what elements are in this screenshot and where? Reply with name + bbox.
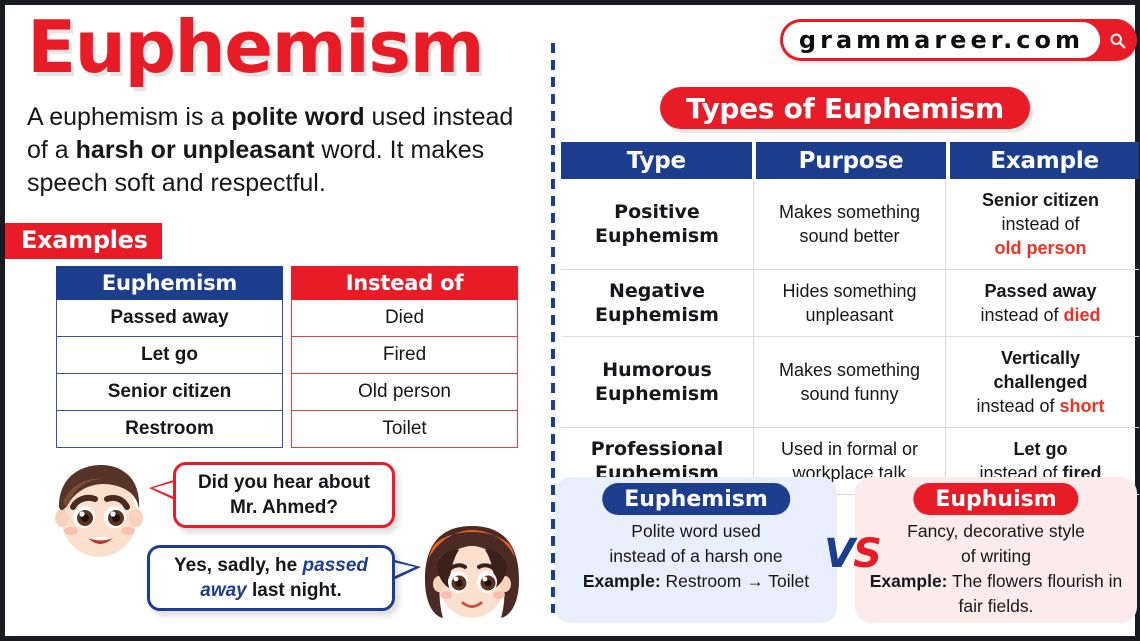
search-icon[interactable]	[1100, 32, 1134, 49]
girl-line-emphasis: passed away	[200, 555, 368, 601]
column-header-instead-of: Instead of	[291, 266, 518, 300]
euphemism-example-label: Example:	[582, 571, 661, 591]
intro-paragraph: A euphemism is a polite word used instea…	[27, 101, 527, 200]
vs-letter-v: V	[824, 531, 855, 577]
example-harsh-word: died	[1063, 305, 1101, 325]
table-row: Died	[291, 300, 518, 337]
left-panel: Euphemism A euphemism is a polite word u…	[5, 5, 545, 636]
table-row: Senior citizen	[56, 374, 283, 411]
vs-letter-s: S	[853, 531, 882, 577]
types-table-header-row: Type Purpose Example	[561, 142, 1139, 179]
column-header-example: Example	[950, 142, 1139, 179]
cell-example: Vertically challenged instead of short	[945, 337, 1135, 427]
cell-purpose: Makes something sound better	[753, 179, 945, 269]
example-connector: instead of	[1001, 214, 1080, 234]
cell-type: Negative Euphemism	[595, 280, 719, 326]
intro-part-1: A euphemism is a	[27, 103, 232, 131]
site-logo-text: grammareer.com	[782, 22, 1100, 58]
girl-face-avatar	[425, 526, 519, 618]
speech-tail-girl	[391, 559, 421, 581]
cell-type: Positive Euphemism	[595, 201, 719, 247]
examples-column-instead-of: Instead of Died Fired Old person Toilet	[291, 266, 518, 448]
euphemism-example-text: Restroom → Toilet	[660, 571, 810, 591]
table-row: Toilet	[291, 411, 518, 448]
comparison-section: Euphemism Polite word used instead of a …	[555, 477, 1140, 627]
intro-part-3: word. It makes speech soft and respectfu…	[27, 136, 485, 197]
types-table: Type Purpose Example Positive Euphemism …	[561, 142, 1139, 495]
example-harsh-word: old person	[994, 238, 1087, 258]
examples-badge: Examples	[5, 223, 162, 259]
intro-bold-2: harsh or unpleasant	[75, 136, 315, 164]
cell-type: Humorous Euphemism	[595, 359, 719, 405]
conversation-illustration: Did you hear about Mr. Ahmed? Yes, sadly…	[5, 455, 545, 640]
euphuism-example: Example: The flowers flourish in fair fi…	[863, 569, 1129, 619]
site-logo[interactable]: grammareer.com	[779, 19, 1137, 61]
examples-column-euphemism: Euphemism Passed away Let go Senior citi…	[56, 266, 283, 448]
table-row: Let go	[56, 337, 283, 374]
euphemism-line-1: Polite word used	[631, 521, 761, 541]
euphuism-example-text: The flowers flourish in fair fields.	[947, 571, 1123, 616]
cell-example: Passed away instead of died	[945, 270, 1135, 336]
table-row: Fired	[291, 337, 518, 374]
speech-tail-boy	[149, 479, 177, 501]
speech-bubble-boy: Did you hear about Mr. Ahmed?	[173, 462, 395, 528]
euphuism-example-label: Example:	[869, 571, 948, 591]
euphuism-line-1: Fancy, decorative style	[907, 521, 1085, 541]
table-row: Negative Euphemism Hides something unple…	[561, 270, 1139, 337]
example-euphemism: Vertically challenged	[993, 348, 1088, 392]
boy-line-1: Did you hear about	[197, 472, 371, 493]
comparison-card-euphemism: Euphemism Polite word used instead of a …	[555, 477, 837, 623]
girl-line-pre: Yes, sadly, he	[174, 555, 303, 576]
table-row: Restroom	[56, 411, 283, 448]
intro-part-2: used instead of a	[27, 103, 514, 164]
euphemism-line-2: instead of a harsh one	[609, 546, 783, 566]
table-row: Humorous Euphemism Makes something sound…	[561, 337, 1139, 428]
table-row: Positive Euphemism Makes something sound…	[561, 179, 1139, 270]
column-header-type: Type	[561, 142, 752, 179]
example-line: instead of short	[976, 394, 1104, 418]
page-title: Euphemism	[27, 5, 485, 89]
panel-divider	[551, 43, 555, 613]
example-harsh-word: short	[1059, 396, 1105, 416]
right-panel: grammareer.com Types of Euphemism Type P…	[553, 5, 1140, 636]
example-euphemism: Let go	[1013, 439, 1068, 459]
euphuism-line-2: of writing	[960, 546, 1032, 566]
column-header-euphemism: Euphemism	[56, 266, 283, 300]
column-header-purpose: Purpose	[755, 142, 947, 179]
example-euphemism: Passed away	[984, 281, 1097, 301]
girl-line-post: last night.	[246, 580, 342, 601]
boy-line-2: Mr. Ahmed?	[229, 497, 338, 518]
table-row: Passed away	[56, 300, 283, 337]
card-label-euphemism: Euphemism	[602, 483, 790, 515]
infographic-canvas: Euphemism A euphemism is a polite word u…	[5, 5, 1139, 636]
example-connector: instead of	[980, 305, 1064, 325]
cell-purpose: Hides something unpleasant	[753, 270, 945, 336]
card-body-euphemism: Polite word used instead of a harsh one …	[563, 519, 829, 594]
card-label-euphuism: Euphuism	[913, 483, 1079, 515]
example-line: instead of died	[980, 303, 1100, 327]
example-euphemism: Senior citizen	[981, 190, 1100, 210]
examples-table: Euphemism Passed away Let go Senior citi…	[56, 266, 518, 448]
table-row: Old person	[291, 374, 518, 411]
speech-bubble-girl: Yes, sadly, he passed away last night.	[147, 545, 395, 611]
boy-face-avatar	[55, 465, 143, 557]
types-title-badge: Types of Euphemism	[660, 87, 1030, 129]
cell-example: Senior citizen instead of old person	[945, 179, 1135, 269]
example-connector: instead of	[976, 396, 1060, 416]
intro-bold-1: polite word	[231, 103, 365, 131]
euphemism-example: Example: Restroom → Toilet	[563, 569, 829, 594]
comparison-card-euphuism: Euphuism Fancy, decorative style of writ…	[855, 477, 1137, 623]
cell-purpose: Makes something sound funny	[753, 337, 945, 427]
card-body-euphuism: Fancy, decorative style of writing Examp…	[863, 519, 1129, 619]
